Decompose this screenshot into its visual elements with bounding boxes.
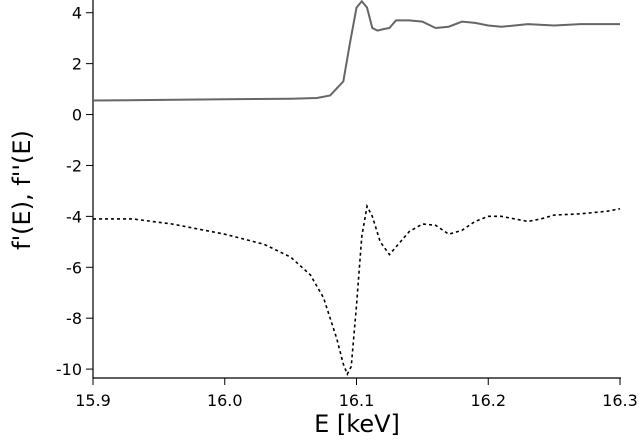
x-tick-label: 16.2: [470, 391, 506, 410]
y-tick-label: -10: [56, 360, 82, 379]
y-tick-label: -4: [66, 207, 82, 226]
data-line: [93, 203, 621, 377]
x-tick-label: 15.9: [75, 391, 111, 410]
y-tick-label: 4: [72, 4, 82, 23]
y-tick-label: -6: [66, 258, 82, 277]
x-tick-label: 16.1: [339, 391, 375, 410]
x-axis-label: E [keV]: [314, 410, 400, 438]
x-tick-label: 16.0: [207, 391, 243, 410]
y-tick-label: 2: [72, 55, 82, 74]
y-tick-label: -2: [66, 156, 82, 175]
data-line: [92, 0, 620, 102]
x-tick-label: 16.3: [602, 391, 638, 410]
y-axis-label: f'(E), f''(E): [8, 130, 36, 250]
y-tick-label: -8: [66, 309, 82, 328]
y-tick-label: 0: [72, 106, 82, 125]
